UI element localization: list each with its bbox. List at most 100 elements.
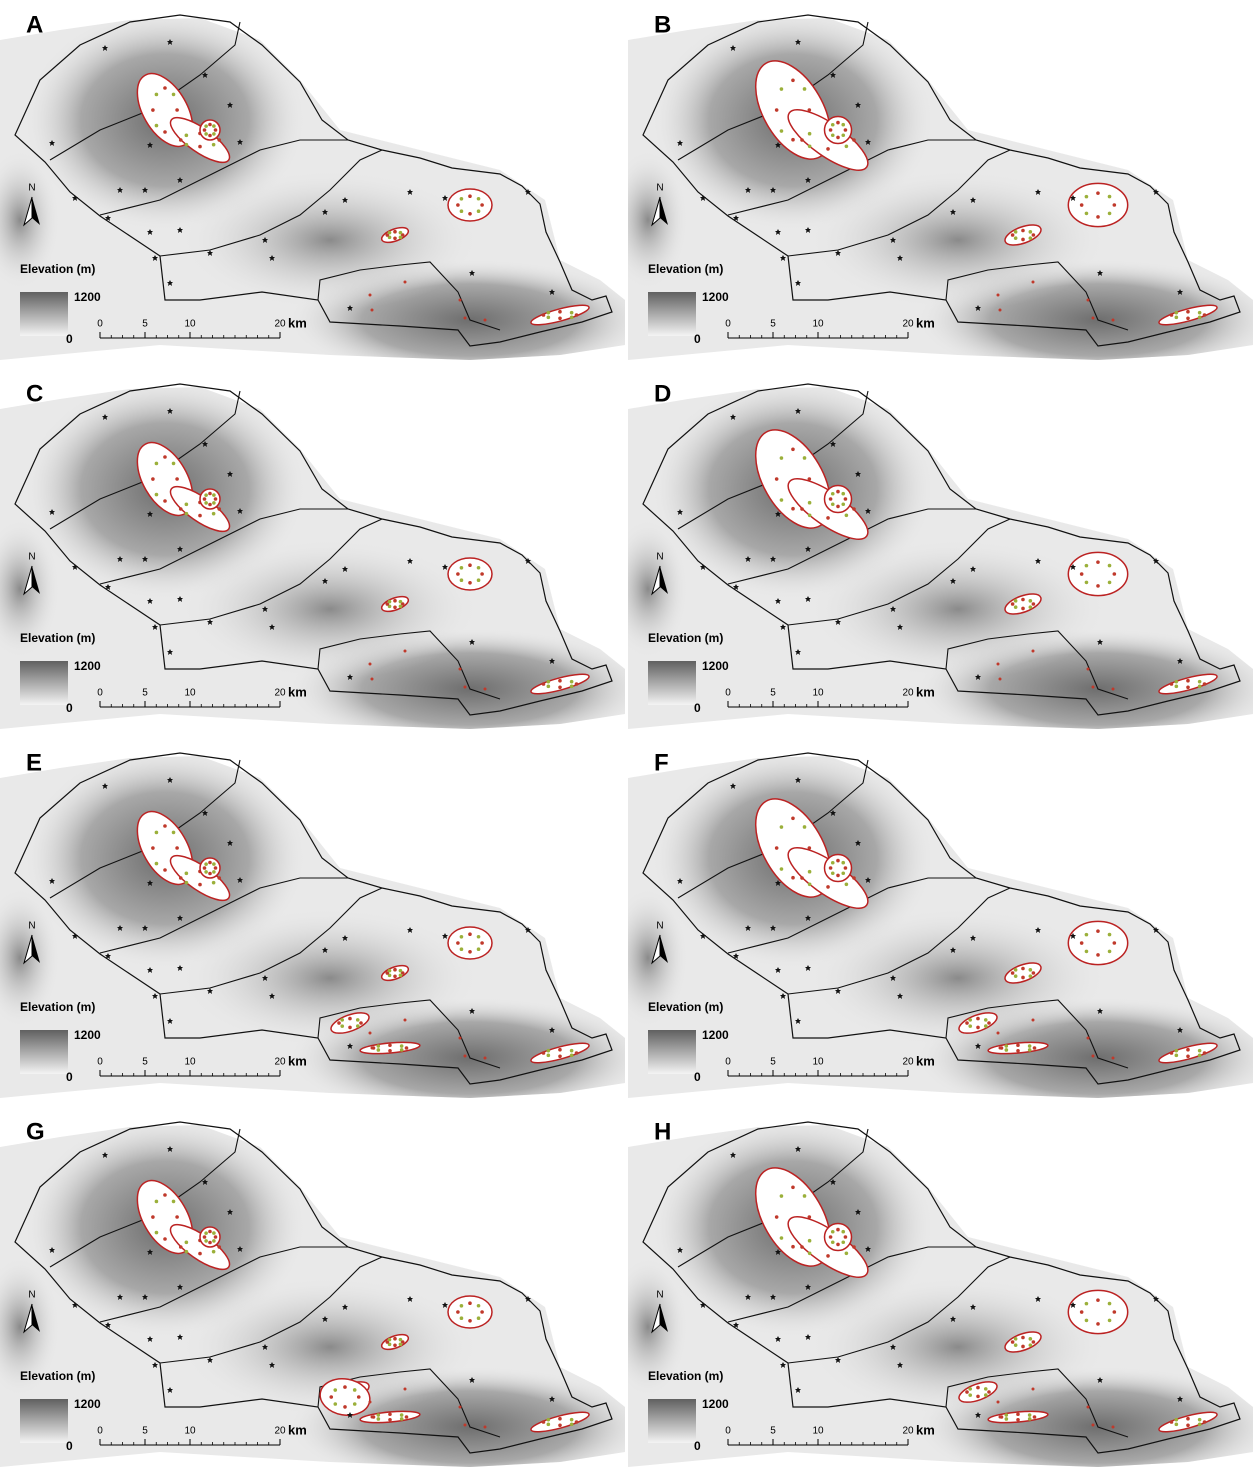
occurrence-point bbox=[844, 128, 848, 132]
occurrence-point bbox=[1011, 1340, 1015, 1344]
occurrence-point bbox=[468, 212, 472, 216]
occurrence-point bbox=[547, 1054, 551, 1058]
legend-title: Elevation (m) bbox=[20, 631, 95, 645]
occurrence-point bbox=[155, 462, 159, 466]
occurrence-point bbox=[460, 566, 464, 570]
occurrence-point bbox=[829, 497, 833, 501]
occurrence-point bbox=[179, 138, 183, 142]
occurrence-point bbox=[1096, 1298, 1100, 1302]
occurrence-point bbox=[214, 1235, 218, 1239]
occurrence-point bbox=[459, 1037, 462, 1040]
occurrence-point bbox=[456, 572, 460, 576]
habitat-patch bbox=[825, 486, 852, 513]
occurrence-point bbox=[198, 514, 202, 518]
legend-title: Elevation (m) bbox=[20, 1000, 95, 1014]
occurrence-point bbox=[204, 1231, 208, 1235]
occurrence-point bbox=[155, 124, 159, 128]
scale-tick-label: 10 bbox=[184, 319, 196, 330]
legend-ramp bbox=[20, 292, 68, 336]
occurrence-point bbox=[172, 1200, 176, 1204]
occurrence-point bbox=[399, 600, 403, 604]
occurrence-point bbox=[464, 1424, 467, 1427]
occurrence-point bbox=[570, 1054, 574, 1058]
occurrence-point bbox=[547, 1049, 551, 1053]
occurrence-point bbox=[836, 136, 840, 140]
occurrence-point bbox=[163, 1237, 167, 1241]
habitat-patch bbox=[448, 1296, 492, 1328]
occurrence-point bbox=[477, 197, 481, 201]
occurrence-point bbox=[1005, 1417, 1009, 1421]
occurrence-point bbox=[388, 600, 392, 604]
occurrence-point bbox=[1112, 1057, 1115, 1060]
occurrence-point bbox=[1096, 215, 1100, 219]
occurrence-point bbox=[968, 1393, 972, 1397]
occurrence-point bbox=[151, 1215, 155, 1219]
occurrence-point bbox=[212, 493, 216, 497]
occurrence-point bbox=[1032, 971, 1036, 975]
occurrence-point bbox=[1028, 1048, 1032, 1052]
occurrence-point bbox=[575, 1420, 579, 1424]
occurrence-point bbox=[460, 578, 464, 582]
panel-label: F bbox=[654, 749, 669, 776]
occurrence-point bbox=[456, 203, 460, 207]
north-label: N bbox=[28, 1290, 35, 1301]
occurrence-point bbox=[999, 309, 1002, 312]
occurrence-point bbox=[399, 1338, 403, 1342]
occurrence-point bbox=[212, 862, 216, 866]
occurrence-point bbox=[1175, 1054, 1179, 1058]
occurrence-point bbox=[399, 1343, 403, 1347]
occurrence-point bbox=[337, 1021, 341, 1025]
scale-tick-label: 0 bbox=[97, 1057, 103, 1068]
occurrence-point bbox=[558, 686, 562, 690]
occurrence-point bbox=[558, 1424, 562, 1428]
occurrence-point bbox=[399, 605, 403, 609]
occurrence-point bbox=[179, 1245, 183, 1249]
occurrence-point bbox=[464, 317, 467, 320]
scale-tick-label: 0 bbox=[725, 1057, 731, 1068]
occurrence-point bbox=[369, 663, 372, 666]
occurrence-point bbox=[1198, 1418, 1202, 1422]
map-panel: GNElevation (m)12000051020km bbox=[0, 1107, 650, 1473]
occurrence-point bbox=[1014, 605, 1018, 609]
occurrence-point bbox=[1175, 316, 1179, 320]
occurrence-point bbox=[829, 866, 833, 870]
occurrence-point bbox=[1096, 929, 1100, 933]
scale-tick-label: 5 bbox=[770, 319, 776, 330]
occurrence-point bbox=[1087, 1037, 1090, 1040]
occurrence-point bbox=[829, 128, 833, 132]
occurrence-point bbox=[775, 108, 779, 112]
occurrence-point bbox=[468, 932, 472, 936]
elevation-mid bbox=[180, 170, 480, 310]
occurrence-point bbox=[1198, 1049, 1202, 1053]
occurrence-point bbox=[575, 313, 579, 317]
occurrence-point bbox=[976, 1026, 980, 1030]
occurrence-point bbox=[1021, 238, 1025, 242]
occurrence-point bbox=[831, 1240, 835, 1244]
occurrence-point bbox=[1203, 313, 1207, 317]
occurrence-point bbox=[175, 1215, 179, 1219]
occurrence-point bbox=[808, 1239, 812, 1243]
occurrence-point bbox=[1175, 311, 1179, 315]
occurrence-point bbox=[780, 87, 784, 91]
occurrence-point bbox=[459, 299, 462, 302]
occurrence-point bbox=[845, 144, 849, 148]
occurrence-point bbox=[468, 1319, 472, 1323]
occurrence-point bbox=[841, 1230, 845, 1234]
occurrence-point bbox=[836, 505, 840, 509]
occurrence-point bbox=[155, 831, 159, 835]
occurrence-point bbox=[1016, 1418, 1020, 1422]
occurrence-point bbox=[1108, 950, 1112, 954]
occurrence-point bbox=[570, 311, 574, 315]
occurrence-point bbox=[1092, 317, 1095, 320]
occurrence-point bbox=[212, 501, 216, 505]
legend-min: 0 bbox=[694, 1439, 701, 1453]
occurrence-point bbox=[987, 1390, 991, 1394]
occurrence-point bbox=[1175, 1049, 1179, 1053]
occurrence-point bbox=[1113, 203, 1117, 207]
occurrence-point bbox=[800, 876, 804, 880]
occurrence-point bbox=[179, 507, 183, 511]
scale-tick-label: 20 bbox=[902, 1057, 914, 1068]
habitat-patch bbox=[1068, 921, 1127, 964]
occurrence-point bbox=[829, 1235, 833, 1239]
north-label: N bbox=[656, 1290, 663, 1301]
